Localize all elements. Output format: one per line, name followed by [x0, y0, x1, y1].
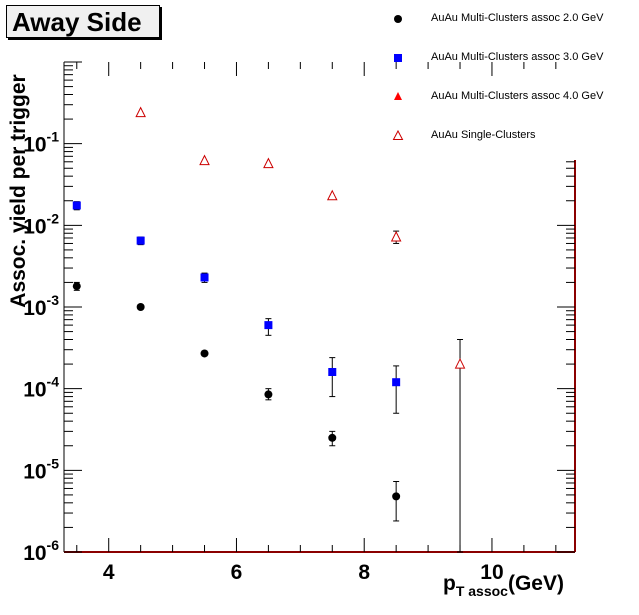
data-point-circle — [136, 303, 145, 311]
y-tick-label-exponent: -4 — [47, 374, 60, 390]
x-axis-label-main: p — [443, 572, 456, 595]
y-tick-label-exponent: -6 — [47, 537, 60, 553]
x-tick-label: 4 — [103, 561, 115, 584]
y-tick-label-mantissa: 10 — [23, 460, 46, 483]
data-point-open-triangle — [135, 106, 146, 118]
legend-label: AuAu Multi-Clusters assoc 2.0 GeV — [431, 12, 604, 24]
data-point-open-triangle — [199, 154, 210, 166]
data-point-open-triangle — [263, 157, 274, 169]
y-tick-label: 10-2 — [23, 210, 59, 238]
y-tick-label-exponent: -5 — [47, 455, 60, 471]
y-tick-label: 10-4 — [23, 374, 59, 402]
data-point-open-triangle — [390, 230, 402, 242]
y-tick-label: 10-3 — [23, 292, 59, 320]
x-axis-label-sub: T assoc — [455, 583, 508, 599]
y-axis-label: Assoc. yield per trigger — [7, 74, 30, 308]
legend-label: AuAu Multi-Clusters assoc 3.0 GeV — [431, 51, 604, 63]
x-tick-label: 10 — [480, 561, 503, 584]
legend-filled-triangle-marker — [394, 92, 402, 100]
data-point-square — [392, 378, 401, 387]
legend: AuAu Multi-Clusters assoc 2.0 GeV AuAu M… — [384, 4, 634, 160]
data-point-open-triangle — [326, 189, 338, 201]
chart-title: Away Side — [6, 5, 160, 38]
x-axis-label: pT assoc(GeV) — [443, 572, 564, 599]
data-point-square — [200, 273, 209, 282]
legend-item-multi-4gev: AuAu Multi-Clusters assoc 4.0 GeV — [384, 82, 634, 121]
y-tick-label-mantissa: 10 — [23, 215, 46, 238]
data-point-circle — [72, 282, 81, 291]
data-point-circle — [328, 433, 337, 442]
data-point-open-triangle — [454, 357, 466, 369]
y-tick-label-mantissa: 10 — [23, 379, 46, 402]
data-point-square — [136, 236, 145, 245]
y-tick-label: 10-6 — [23, 537, 59, 565]
legend-label: AuAu Multi-Clusters assoc 4.0 GeV — [431, 90, 604, 102]
data-point-circle — [200, 349, 209, 358]
x-axis-label-unit: (GeV) — [507, 572, 564, 595]
data-point-square — [72, 201, 81, 210]
y-tick-label-exponent: -2 — [47, 210, 60, 226]
y-tick-label-mantissa: 10 — [23, 297, 46, 320]
legend-label: AuAu Single-Clusters — [431, 129, 536, 141]
y-tick-label-exponent: -3 — [47, 292, 60, 308]
data-point-circle — [392, 492, 401, 501]
data-point-circle — [264, 390, 273, 399]
data-point-square — [264, 321, 273, 330]
y-tick-label: 10-5 — [23, 455, 59, 483]
legend-circle-marker — [394, 15, 402, 23]
legend-item-single: AuAu Single-Clusters — [384, 121, 634, 160]
data-point-square — [328, 367, 337, 376]
legend-item-multi-3gev: AuAu Multi-Clusters assoc 3.0 GeV — [384, 43, 634, 82]
y-tick-label-mantissa: 10 — [23, 542, 46, 565]
x-tick-label: 8 — [358, 561, 370, 584]
y-tick-label-mantissa: 10 — [23, 134, 46, 157]
legend-open-triangle-marker — [392, 129, 404, 140]
x-tick-label: 6 — [231, 561, 243, 584]
legend-item-multi-2gev: AuAu Multi-Clusters assoc 2.0 GeV — [384, 4, 634, 43]
legend-square-marker — [394, 54, 402, 62]
y-tick-label: 10-1 — [23, 129, 59, 157]
y-tick-label-exponent: -1 — [47, 129, 60, 145]
